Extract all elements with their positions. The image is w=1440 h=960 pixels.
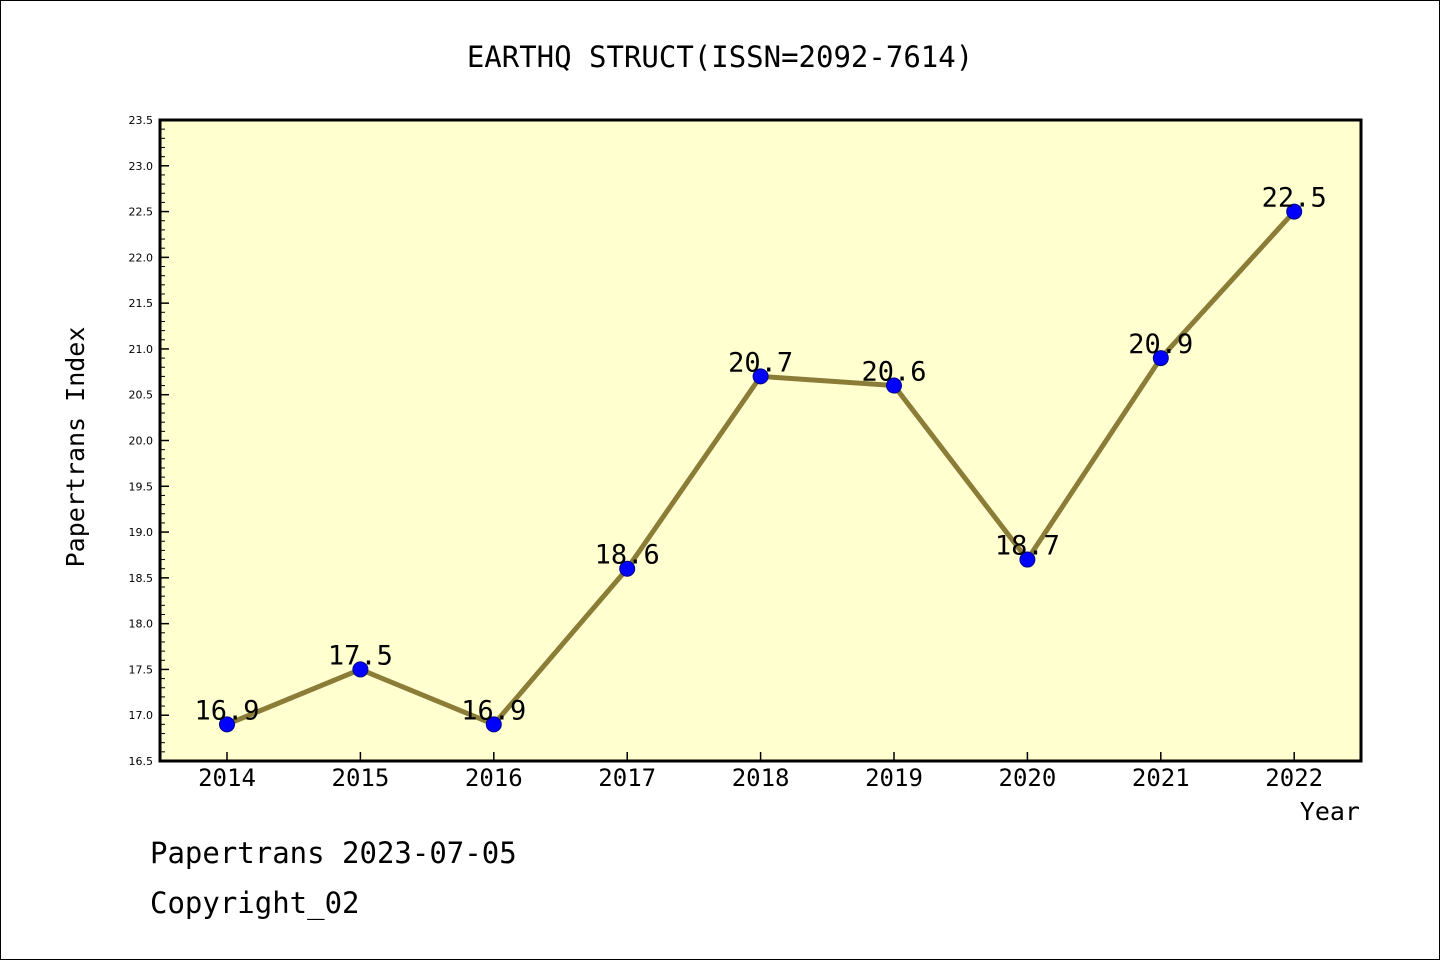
y-tick-label: 20.0 xyxy=(129,435,154,448)
data-point xyxy=(352,661,369,678)
y-tick-label: 23.0 xyxy=(129,160,154,173)
data-label: 16.9 xyxy=(461,695,526,726)
footer-date: Papertrans 2023-07-05 xyxy=(150,836,517,870)
chart-title: EARTHQ STRUCT(ISSN=2092-7614) xyxy=(467,40,973,74)
data-label: 18.6 xyxy=(595,540,660,571)
x-tick-label: 2020 xyxy=(999,764,1057,792)
y-tick-label: 22.0 xyxy=(129,251,154,264)
x-tick-label: 2015 xyxy=(332,764,390,792)
y-tick-label: 19.0 xyxy=(129,526,154,539)
data-point xyxy=(752,368,769,385)
x-axis-label: Year xyxy=(1300,797,1360,826)
data-point xyxy=(1152,350,1169,367)
y-tick-label: 17.0 xyxy=(129,709,154,722)
y-tick-label: 21.0 xyxy=(129,343,154,356)
data-point xyxy=(1286,203,1303,220)
data-label: 20.9 xyxy=(1128,329,1193,360)
data-point xyxy=(619,560,636,577)
data-point xyxy=(485,716,502,733)
y-axis-label: Papertrans Index xyxy=(61,327,90,568)
x-tick-label: 2014 xyxy=(198,764,256,792)
plot-area xyxy=(160,120,1361,761)
data-label: 20.6 xyxy=(861,357,926,388)
y-tick-label: 17.5 xyxy=(129,663,154,676)
y-tick-label: 23.5 xyxy=(129,114,154,127)
data-label: 20.7 xyxy=(728,347,793,378)
data-label: 16.9 xyxy=(194,695,259,726)
y-tick-label: 18.0 xyxy=(129,618,154,631)
data-label: 22.5 xyxy=(1262,183,1327,214)
data-point xyxy=(886,377,902,394)
data-label: 17.5 xyxy=(328,640,393,671)
data-labels: 16.9 17.5 16.9 18.6 20.7 20.6 18.7 20.9 22.5 xyxy=(194,183,1326,727)
y-axis: 16.5 17.0 17.5 18.0 18.5 19.0 19.5 20.0 20.5 21.0… xyxy=(129,114,169,768)
y-tick-label: 21.5 xyxy=(129,297,154,310)
x-tick-label: 2016 xyxy=(465,764,523,792)
y-tick-label: 20.5 xyxy=(129,389,154,402)
y-tick-label: 19.5 xyxy=(129,480,154,493)
x-tick-label: 2022 xyxy=(1265,764,1323,792)
data-point xyxy=(1019,551,1036,568)
plot-border xyxy=(158,118,1363,763)
x-tick-label: 2017 xyxy=(598,764,656,792)
data-point xyxy=(219,716,235,733)
x-tick-label: 2019 xyxy=(865,764,923,792)
data-label: 18.7 xyxy=(995,531,1060,562)
x-tick-label: 2018 xyxy=(732,764,790,792)
series-markers xyxy=(219,203,1303,733)
y-tick-label: 16.5 xyxy=(129,755,154,768)
x-tick-label: 2021 xyxy=(1132,764,1190,792)
y-tick-label: 18.5 xyxy=(129,572,154,585)
x-axis: 2014 2015 2016 2017 2018 2019 2020 2021 2022 xyxy=(198,752,1323,792)
y-tick-label: 22.5 xyxy=(129,206,154,219)
footer-copyright: Copyright_02 xyxy=(150,886,360,920)
